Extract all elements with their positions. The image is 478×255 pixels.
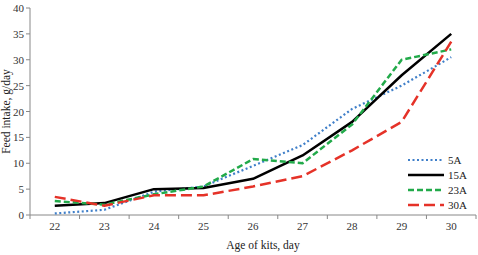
y-tick-label: 15 xyxy=(13,131,25,143)
x-tick-label: 29 xyxy=(396,220,408,232)
y-tick xyxy=(26,163,30,164)
y-tick-label: 10 xyxy=(13,157,25,169)
x-tick-label: 24 xyxy=(148,220,160,232)
y-tick xyxy=(26,137,30,138)
x-tick-label: 22 xyxy=(49,220,60,232)
y-tick-label: 25 xyxy=(13,80,25,92)
series-line xyxy=(55,42,451,206)
x-tick xyxy=(327,215,328,219)
y-tick-label: 5 xyxy=(19,183,25,195)
legend-label: 15A xyxy=(448,169,467,181)
y-tick xyxy=(26,189,30,190)
legend-swatch xyxy=(408,189,444,192)
y-tick xyxy=(26,8,30,9)
y-tick-label: 35 xyxy=(13,28,25,40)
x-tick-label: 26 xyxy=(248,220,260,232)
y-tick-label: 40 xyxy=(13,2,25,14)
x-tick xyxy=(476,215,477,219)
y-tick-label: 20 xyxy=(13,106,25,118)
legend-label: 30A xyxy=(448,199,467,211)
x-axis-label: Age of kits, day xyxy=(226,239,300,252)
legend-swatch xyxy=(408,159,444,161)
x-tick xyxy=(129,215,130,219)
legend-swatch xyxy=(408,174,444,177)
y-tick-label: 30 xyxy=(13,54,25,66)
legend-swatch xyxy=(408,204,444,207)
y-axis-label: Feed intake, g/day xyxy=(0,69,13,154)
x-tick xyxy=(79,215,80,219)
x-tick xyxy=(277,215,278,219)
x-tick xyxy=(30,215,31,219)
y-tick-label: 0 xyxy=(19,209,25,221)
x-tick xyxy=(228,215,229,219)
x-tick-label: 25 xyxy=(198,220,210,232)
y-tick xyxy=(26,111,30,112)
x-tick xyxy=(178,215,179,219)
y-tick xyxy=(26,215,30,216)
series-line xyxy=(55,34,451,206)
legend-label: 23A xyxy=(448,184,467,196)
x-tick-label: 27 xyxy=(297,220,309,232)
y-tick xyxy=(26,33,30,34)
series-line xyxy=(55,57,451,213)
y-tick xyxy=(26,85,30,86)
legend: 5A 15A 23A 30A xyxy=(408,154,467,211)
x-tick xyxy=(376,215,377,219)
y-tick xyxy=(26,59,30,60)
legend-label: 5A xyxy=(448,154,462,166)
chart: 0 5 10 15 20 25 30 35 40 22 23 24 25 26 27 28 29 30 Age of… xyxy=(0,0,478,255)
x-tick xyxy=(426,215,427,219)
x-tick-label: 30 xyxy=(446,220,458,232)
x-axis xyxy=(30,215,476,216)
x-tick-label: 23 xyxy=(99,220,111,232)
x-tick-label: 28 xyxy=(347,220,359,232)
lines xyxy=(55,34,451,214)
